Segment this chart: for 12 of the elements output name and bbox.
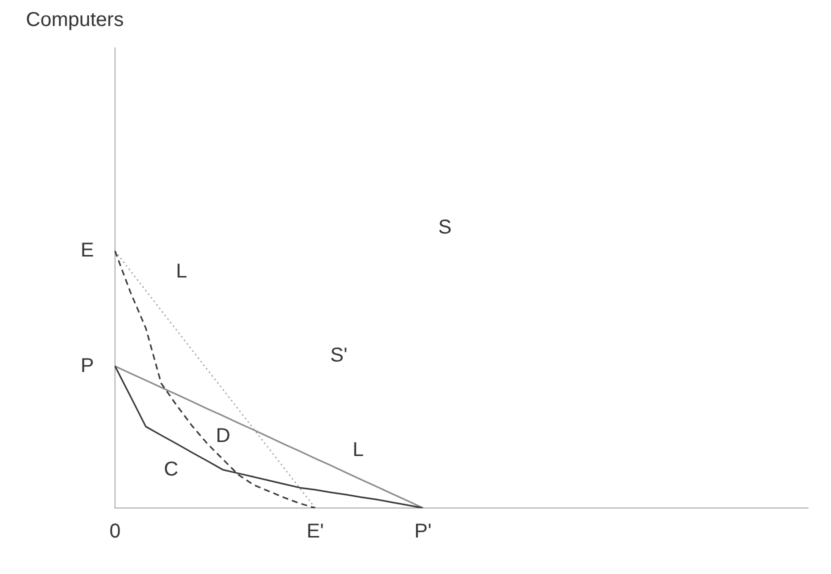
x-tick-label: P' bbox=[414, 520, 432, 543]
annotation: L bbox=[352, 439, 364, 462]
annotation: D bbox=[216, 424, 230, 447]
annotation: C bbox=[164, 458, 178, 480]
text: Computers bbox=[26, 8, 124, 31]
annotation: L bbox=[176, 260, 188, 283]
text: P bbox=[80, 354, 94, 377]
x-tick-label: 0 bbox=[109, 520, 121, 543]
annotation: S' bbox=[330, 344, 348, 367]
x-tick-label: E' bbox=[306, 520, 324, 543]
text: S bbox=[438, 216, 452, 238]
text: E bbox=[80, 239, 94, 262]
